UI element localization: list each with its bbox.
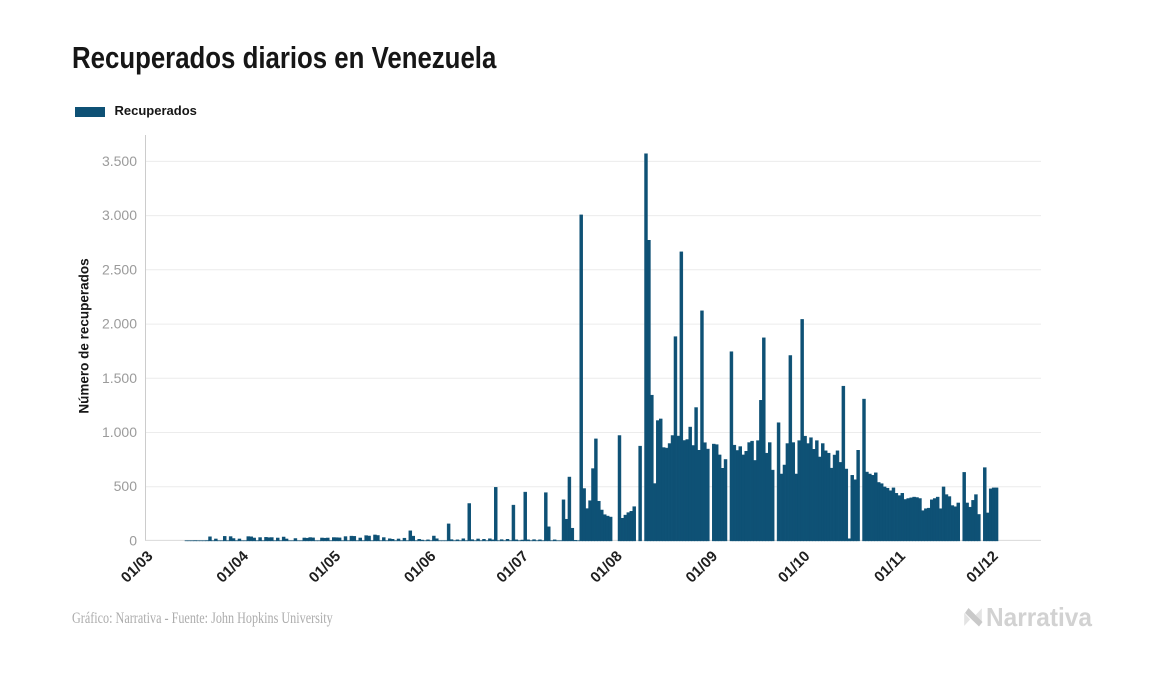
svg-text:01/12: 01/12 <box>963 548 1002 587</box>
svg-text:01/03: 01/03 <box>118 548 157 587</box>
svg-text:1.500: 1.500 <box>102 370 137 386</box>
svg-text:3.000: 3.000 <box>102 207 137 223</box>
svg-text:01/11: 01/11 <box>871 548 909 586</box>
svg-text:2.500: 2.500 <box>102 261 137 277</box>
svg-text:01/06: 01/06 <box>401 548 440 587</box>
svg-text:01/08: 01/08 <box>587 548 626 587</box>
svg-text:01/05: 01/05 <box>306 548 345 587</box>
svg-text:0: 0 <box>129 532 137 548</box>
svg-text:01/10: 01/10 <box>775 548 814 587</box>
svg-text:1.000: 1.000 <box>102 424 137 440</box>
svg-text:3.500: 3.500 <box>102 153 137 169</box>
svg-text:500: 500 <box>114 478 138 494</box>
svg-text:01/09: 01/09 <box>683 548 722 587</box>
svg-text:2.000: 2.000 <box>102 316 137 332</box>
svg-text:01/04: 01/04 <box>213 547 252 586</box>
svg-text:Número de recuperados: Número de recuperados <box>77 258 92 413</box>
svg-text:01/07: 01/07 <box>493 548 532 587</box>
